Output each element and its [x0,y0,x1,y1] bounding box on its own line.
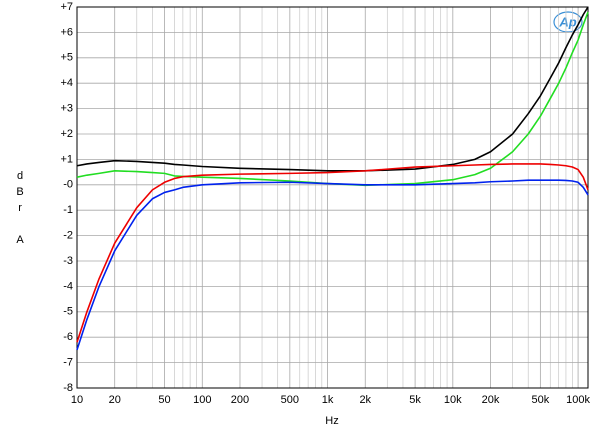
y-tick-label: -8 [63,382,73,394]
x-axis-label: Hz [325,415,338,427]
y-axis-label: dBr A [14,170,26,250]
x-tick-label: 20k [482,394,500,406]
x-tick-label: 200 [231,394,249,406]
y-tick-label: -4 [63,280,73,292]
x-tick-label: 10 [71,394,83,406]
logo-text: Ap [558,14,576,29]
y-tick-label: +1 [60,153,73,165]
x-tick-label: 500 [281,394,299,406]
y-tick-label: +7 [60,1,73,13]
y-tick-label: -2 [63,230,73,242]
x-tick-label: 10k [444,394,462,406]
x-tick-label: 50k [531,394,549,406]
y-tick-label: -6 [63,331,73,343]
x-tick-label: 5k [409,394,421,406]
y-tick-label: +4 [60,77,73,89]
y-tick-label: -0 [63,179,73,191]
x-tick-label: 2k [359,394,371,406]
x-tick-label: 50 [158,394,170,406]
x-tick-label: 1k [322,394,334,406]
x-tick-label: 20 [109,394,121,406]
series-line [76,6,589,172]
y-tick-label: +5 [60,52,73,64]
y-tick-label: +2 [60,128,73,140]
y-tick-label: +3 [60,103,73,115]
x-tick-label: 100k [566,394,590,406]
x-tick-label: 100 [193,394,211,406]
plot-frame [76,6,589,389]
y-tick-label: +6 [60,26,73,38]
series-line [76,163,589,343]
y-tick-label: -1 [63,204,73,216]
y-tick-label: -5 [63,306,73,318]
y-tick-label: -7 [63,357,73,369]
series-line [76,179,589,351]
y-tick-label: -3 [63,255,73,267]
